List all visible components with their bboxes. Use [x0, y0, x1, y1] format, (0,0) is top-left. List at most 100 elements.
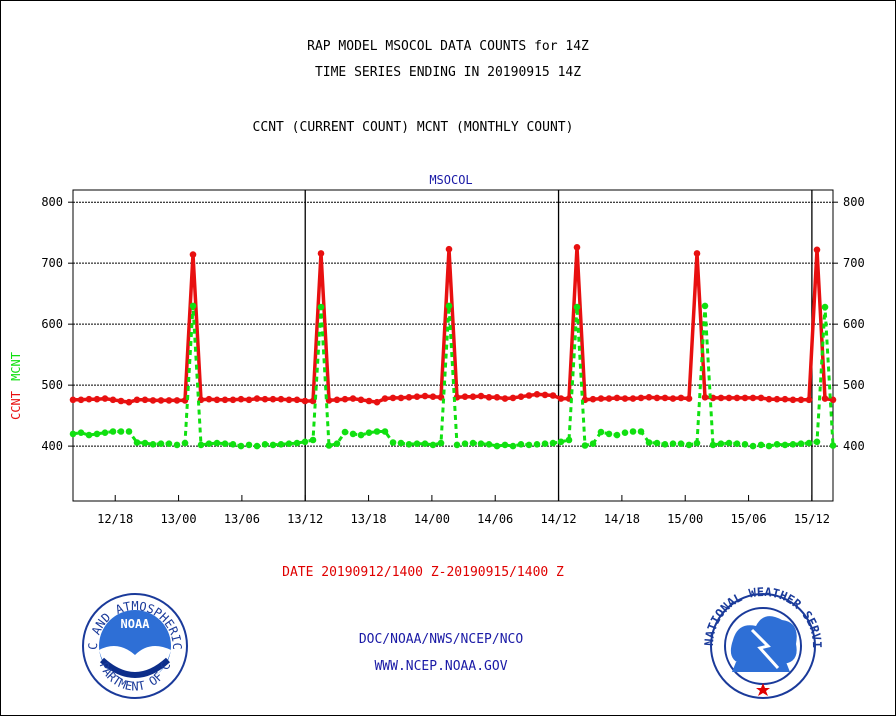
point-mcnt-75: [669, 440, 677, 448]
point-mcnt-17: [205, 440, 213, 448]
point-mcnt-19: [221, 440, 229, 448]
point-ccnt-15: [189, 251, 197, 258]
ytick-label-left-800: 800: [41, 195, 63, 209]
point-ccnt-19: [221, 396, 229, 404]
xtick-label-3: 13/12: [287, 512, 323, 526]
point-mcnt-58: [533, 441, 541, 448]
chart-title-line2: TIME SERIES ENDING IN 20190915 14Z: [314, 65, 582, 80]
point-mcnt-78: [693, 439, 701, 447]
point-ccnt-89: [781, 395, 789, 403]
point-mcnt-95: [829, 442, 837, 449]
point-mcnt-52: [485, 441, 493, 448]
point-ccnt-26: [277, 395, 285, 403]
xtick-label-11: 15/12: [794, 512, 830, 526]
point-ccnt-24: [261, 395, 269, 403]
point-mcnt-23: [253, 442, 261, 450]
point-mcnt-15: [189, 302, 197, 310]
y-axis-label-ccnt: CCNT: [9, 391, 23, 420]
point-ccnt-51: [477, 392, 485, 400]
point-ccnt-8: [133, 396, 141, 404]
point-ccnt-49: [461, 393, 469, 401]
point-ccnt-74: [661, 394, 669, 402]
date-range-label: DATE 20190912/1400 Z-20190915/1400 Z: [282, 565, 564, 580]
point-ccnt-57: [525, 392, 533, 399]
point-mcnt-26: [277, 441, 285, 448]
point-mcnt-71: [637, 428, 645, 435]
xtick-label-10: 15/06: [730, 512, 766, 526]
axis-ticks: 400 400 500 500 600 600 700 700 800 800 12/18 13/00…: [41, 195, 864, 526]
point-ccnt-6: [117, 397, 125, 405]
point-ccnt-31: [317, 250, 325, 257]
point-ccnt-77: [685, 395, 693, 402]
point-ccnt-82: [725, 394, 733, 402]
point-ccnt-41: [397, 394, 405, 402]
point-mcnt-35: [349, 430, 357, 438]
ncep-url-link[interactable]: WWW.NCEP.NOAA.GOV: [374, 659, 508, 674]
point-ccnt-47: [445, 245, 453, 253]
point-mcnt-91: [797, 440, 805, 448]
point-mcnt-38: [373, 428, 381, 435]
point-ccnt-10: [149, 397, 157, 404]
point-ccnt-1: [77, 396, 85, 404]
point-ccnt-87: [765, 395, 773, 403]
point-mcnt-10: [149, 441, 157, 448]
point-mcnt-88: [773, 441, 781, 448]
point-ccnt-86: [757, 394, 765, 402]
xtick-label-2: 13/06: [224, 512, 260, 526]
point-mcnt-94: [821, 303, 829, 311]
point-ccnt-28: [293, 396, 301, 404]
point-ccnt-17: [205, 395, 213, 403]
point-ccnt-54: [501, 395, 509, 402]
point-mcnt-48: [453, 441, 461, 449]
xtick-label-1: 13/00: [160, 512, 196, 526]
point-ccnt-9: [141, 396, 149, 404]
point-mcnt-37: [365, 429, 373, 437]
point-ccnt-12: [165, 397, 173, 404]
point-mcnt-69: [621, 429, 629, 437]
point-mcnt-90: [789, 441, 797, 448]
point-mcnt-32: [325, 442, 333, 449]
point-mcnt-12: [165, 440, 173, 448]
point-ccnt-84: [741, 394, 749, 402]
point-ccnt-3: [93, 395, 101, 403]
point-mcnt-42: [405, 441, 413, 448]
point-ccnt-27: [285, 396, 293, 404]
point-mcnt-0: [69, 430, 77, 438]
point-mcnt-72: [645, 439, 653, 446]
point-ccnt-78: [693, 250, 701, 257]
point-ccnt-0: [69, 396, 77, 404]
point-mcnt-87: [765, 442, 773, 450]
point-ccnt-18: [213, 396, 221, 404]
point-ccnt-7: [125, 398, 133, 406]
point-mcnt-34: [341, 428, 349, 436]
point-mcnt-61: [557, 438, 565, 446]
point-ccnt-94: [821, 395, 829, 402]
point-ccnt-88: [773, 395, 781, 403]
point-ccnt-39: [381, 395, 389, 402]
point-mcnt-65: [589, 440, 597, 448]
point-ccnt-68: [613, 394, 621, 402]
org-label: DOC/NOAA/NWS/NCEP/NCO: [358, 632, 524, 647]
point-ccnt-43: [413, 393, 421, 401]
point-ccnt-44: [421, 392, 429, 400]
point-ccnt-35: [349, 395, 357, 402]
point-mcnt-68: [613, 431, 621, 439]
point-mcnt-89: [781, 441, 789, 449]
point-ccnt-91: [797, 396, 805, 404]
series-group: [69, 244, 837, 450]
point-ccnt-66: [597, 395, 605, 402]
point-mcnt-11: [157, 440, 165, 448]
point-ccnt-65: [589, 395, 597, 403]
point-ccnt-33: [333, 396, 341, 404]
point-mcnt-3: [93, 430, 101, 438]
point-mcnt-6: [117, 428, 125, 435]
point-ccnt-93: [813, 246, 821, 254]
point-mcnt-64: [581, 442, 589, 449]
ytick-label-left-500: 500: [41, 378, 63, 392]
series-line-mcnt: [72, 304, 835, 448]
point-mcnt-53: [493, 442, 501, 450]
point-mcnt-54: [501, 441, 509, 449]
point-mcnt-79: [701, 302, 709, 310]
point-mcnt-46: [437, 439, 445, 447]
point-ccnt-73: [653, 394, 661, 402]
